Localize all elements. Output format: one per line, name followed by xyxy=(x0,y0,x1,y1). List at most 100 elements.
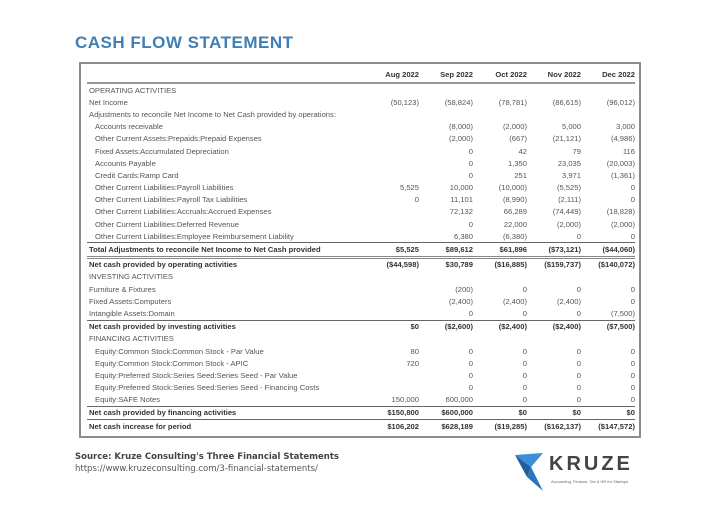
cell-value xyxy=(365,218,419,230)
table-row: Other Current Liabilities:Payroll Liabil… xyxy=(87,182,635,194)
cell-value xyxy=(581,83,635,96)
cell-value: 0 xyxy=(522,308,527,318)
cell-value: 251 xyxy=(514,170,527,180)
table-row: Equity:Common Stock:Common Stock - Par V… xyxy=(87,345,635,357)
cell-value: ($2,400) xyxy=(527,319,581,333)
row-label: Adjustments to reconcile Net Income to N… xyxy=(89,109,336,119)
table-row: Adjustments to reconcile Net Income to N… xyxy=(87,108,635,120)
cell-value xyxy=(365,133,419,145)
cell-value: 0 xyxy=(468,146,473,156)
table-row: Other Current Liabilities:Deferred Reven… xyxy=(87,218,635,230)
cell-value: 3,971 xyxy=(561,170,581,180)
cell-value xyxy=(419,83,473,96)
table-row: Net Income (50,123) (58,824) (78,781) (86,61… xyxy=(87,96,635,108)
cell-value xyxy=(365,283,419,295)
cell-value: 0 xyxy=(468,170,473,180)
cell-value: ($7,500) xyxy=(581,319,635,333)
cell-value: ($44,060) xyxy=(581,242,635,259)
cell-value: 0 xyxy=(522,383,527,393)
cell-value: (2,400) xyxy=(502,296,527,306)
table-row: Net cash increase for period $106,202 $628… xyxy=(87,420,635,433)
cell-value: 150,000 xyxy=(391,395,419,405)
cell-value: 0 xyxy=(630,183,635,193)
cell-value: 0 xyxy=(630,395,635,405)
cell-value: (2,400) xyxy=(556,296,581,306)
source-label: Source: Kruze Consulting's Three Financi… xyxy=(75,452,339,462)
cell-value: 720 xyxy=(406,358,419,368)
cell-value xyxy=(473,333,527,345)
cell-value: (18,828) xyxy=(606,207,635,217)
cell-value: (2,000) xyxy=(502,122,527,132)
cell-value xyxy=(527,333,581,345)
row-label: Fixed Assets:Accumulated Depreciation xyxy=(95,146,229,156)
section-header-row: INVESTING ACTIVITIES xyxy=(87,271,635,283)
cell-value: (667) xyxy=(509,134,527,144)
row-label: Equity:Preferred Stock:Series Seed:Serie… xyxy=(95,383,320,393)
cell-value: 0 xyxy=(468,219,473,229)
cell-value: 0 xyxy=(468,308,473,318)
cell-value: 0 xyxy=(468,370,473,380)
row-label: Net cash provided by operating activitie… xyxy=(89,260,238,270)
cell-value: 72,132 xyxy=(449,207,473,217)
cell-value: 0 xyxy=(414,195,419,205)
cell-value: (78,781) xyxy=(498,97,527,107)
cell-value: (50,123) xyxy=(390,97,419,107)
row-label: Equity:Preferred Stock:Series Seed:Serie… xyxy=(95,370,298,380)
cell-value: (58,824) xyxy=(444,97,473,107)
cell-value: 80 xyxy=(410,346,419,356)
cell-value: $0 xyxy=(365,319,419,333)
cell-value: $628,189 xyxy=(441,421,473,431)
cell-value: (4,986) xyxy=(610,134,635,144)
cell-value: 0 xyxy=(630,195,635,205)
cell-value: 23,035 xyxy=(557,158,581,168)
cell-value: 0 xyxy=(522,395,527,405)
cell-value: ($2,600) xyxy=(419,319,473,333)
table-row: Furniture & Fixtures (200) 0 0 0 xyxy=(87,283,635,295)
label-header xyxy=(87,67,365,84)
cell-value xyxy=(365,369,419,381)
cell-value xyxy=(473,108,527,120)
cell-value: ($159,737) xyxy=(544,260,581,270)
cell-value xyxy=(473,271,527,283)
cell-value: (8,990) xyxy=(502,195,527,205)
cell-value xyxy=(419,333,473,345)
kruze-logo: KRUZE Accounting, Finance, Tax & HR for … xyxy=(513,451,648,496)
header-row: Aug 2022 Sep 2022 Oct 2022 Nov 2022 Dec 2022 xyxy=(87,67,635,84)
cell-value: 6,380 xyxy=(453,231,473,241)
cell-value xyxy=(581,108,635,120)
cash-flow-table-frame: Aug 2022 Sep 2022 Oct 2022 Nov 2022 Dec 2022… xyxy=(79,62,641,438)
cell-value: $30,789 xyxy=(445,260,473,270)
cell-value: (2,400) xyxy=(448,296,473,306)
cell-value: ($147,572) xyxy=(598,421,635,431)
cell-value: 0 xyxy=(630,370,635,380)
cell-value xyxy=(527,271,581,283)
row-label: Accounts Payable xyxy=(95,158,156,168)
cell-value: 0 xyxy=(576,308,581,318)
cell-value xyxy=(365,307,419,320)
cell-value: 116 xyxy=(622,146,635,156)
cell-value: 22,000 xyxy=(503,219,527,229)
cell-value: 0 xyxy=(630,383,635,393)
row-label: Other Current Liabilities:Deferred Reven… xyxy=(95,219,239,229)
cell-value: (200) xyxy=(455,284,473,294)
row-label: Other Current Liabilities:Employee Reimb… xyxy=(95,231,294,241)
cell-value: (20,003) xyxy=(606,158,635,168)
cell-value xyxy=(581,271,635,283)
cell-value: 0 xyxy=(630,284,635,294)
row-label: Furniture & Fixtures xyxy=(89,284,156,294)
source-url[interactable]: https://www.kruzeconsulting.com/3-financ… xyxy=(75,464,318,474)
cell-value: (7,500) xyxy=(610,308,635,318)
cell-value: ($140,072) xyxy=(598,260,635,270)
cell-value: 0 xyxy=(576,231,581,241)
cell-value: $0 xyxy=(581,405,635,421)
table-row: Equity:Common Stock:Common Stock - APIC 7… xyxy=(87,357,635,369)
table-row: Other Current Liabilities:Payroll Tax Li… xyxy=(87,194,635,206)
table-row: Other Current Liabilities:Employee Reimb… xyxy=(87,230,635,243)
cell-value: 0 xyxy=(576,358,581,368)
table-row: Intangible Assets:Domain 0 0 0 (7,500) xyxy=(87,307,635,320)
cell-value xyxy=(365,271,419,283)
table-row: Other Current Liabilities:Accruals:Accru… xyxy=(87,206,635,218)
cell-value: 0 xyxy=(468,346,473,356)
cell-value: 0 xyxy=(522,284,527,294)
table-row: Accounts Payable 0 1,350 23,035 (20,003) xyxy=(87,157,635,169)
